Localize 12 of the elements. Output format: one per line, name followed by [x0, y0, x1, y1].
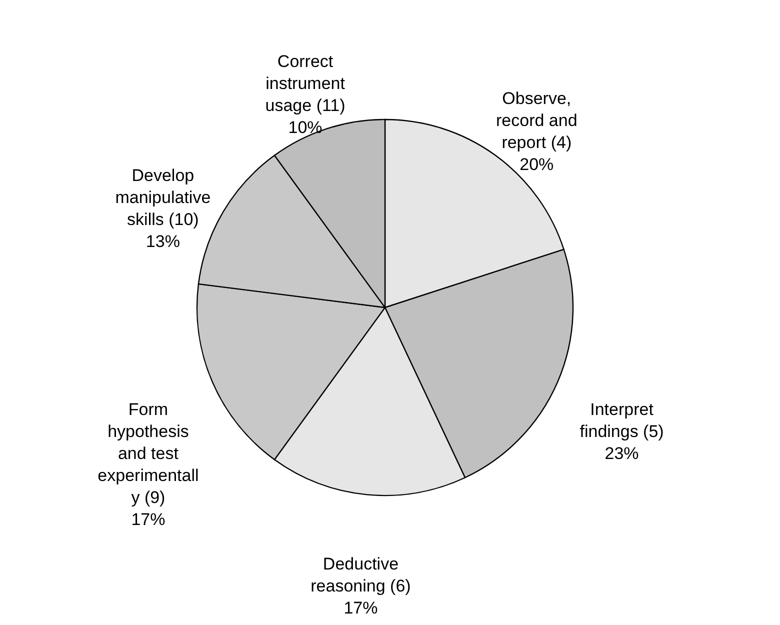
- data-label: 17%: [131, 510, 166, 529]
- slice-label: Form hypothesis and test experimentally (9): [98, 400, 199, 507]
- slice-label: Correct instrument usage (11): [265, 52, 346, 116]
- data-label: 23%: [604, 444, 639, 463]
- slice-label: Deductive reasoning (6): [310, 554, 411, 596]
- slice-label: Develop manipulative skills (10): [115, 166, 211, 230]
- data-label: 13%: [146, 232, 180, 252]
- data-label: 20%: [520, 154, 554, 174]
- data-label: 10%: [288, 118, 322, 138]
- slice-label: Observe, record and report (4): [496, 88, 578, 152]
- data-label: 17%: [344, 598, 378, 618]
- slice-label: Interpret findings (5): [580, 400, 664, 441]
